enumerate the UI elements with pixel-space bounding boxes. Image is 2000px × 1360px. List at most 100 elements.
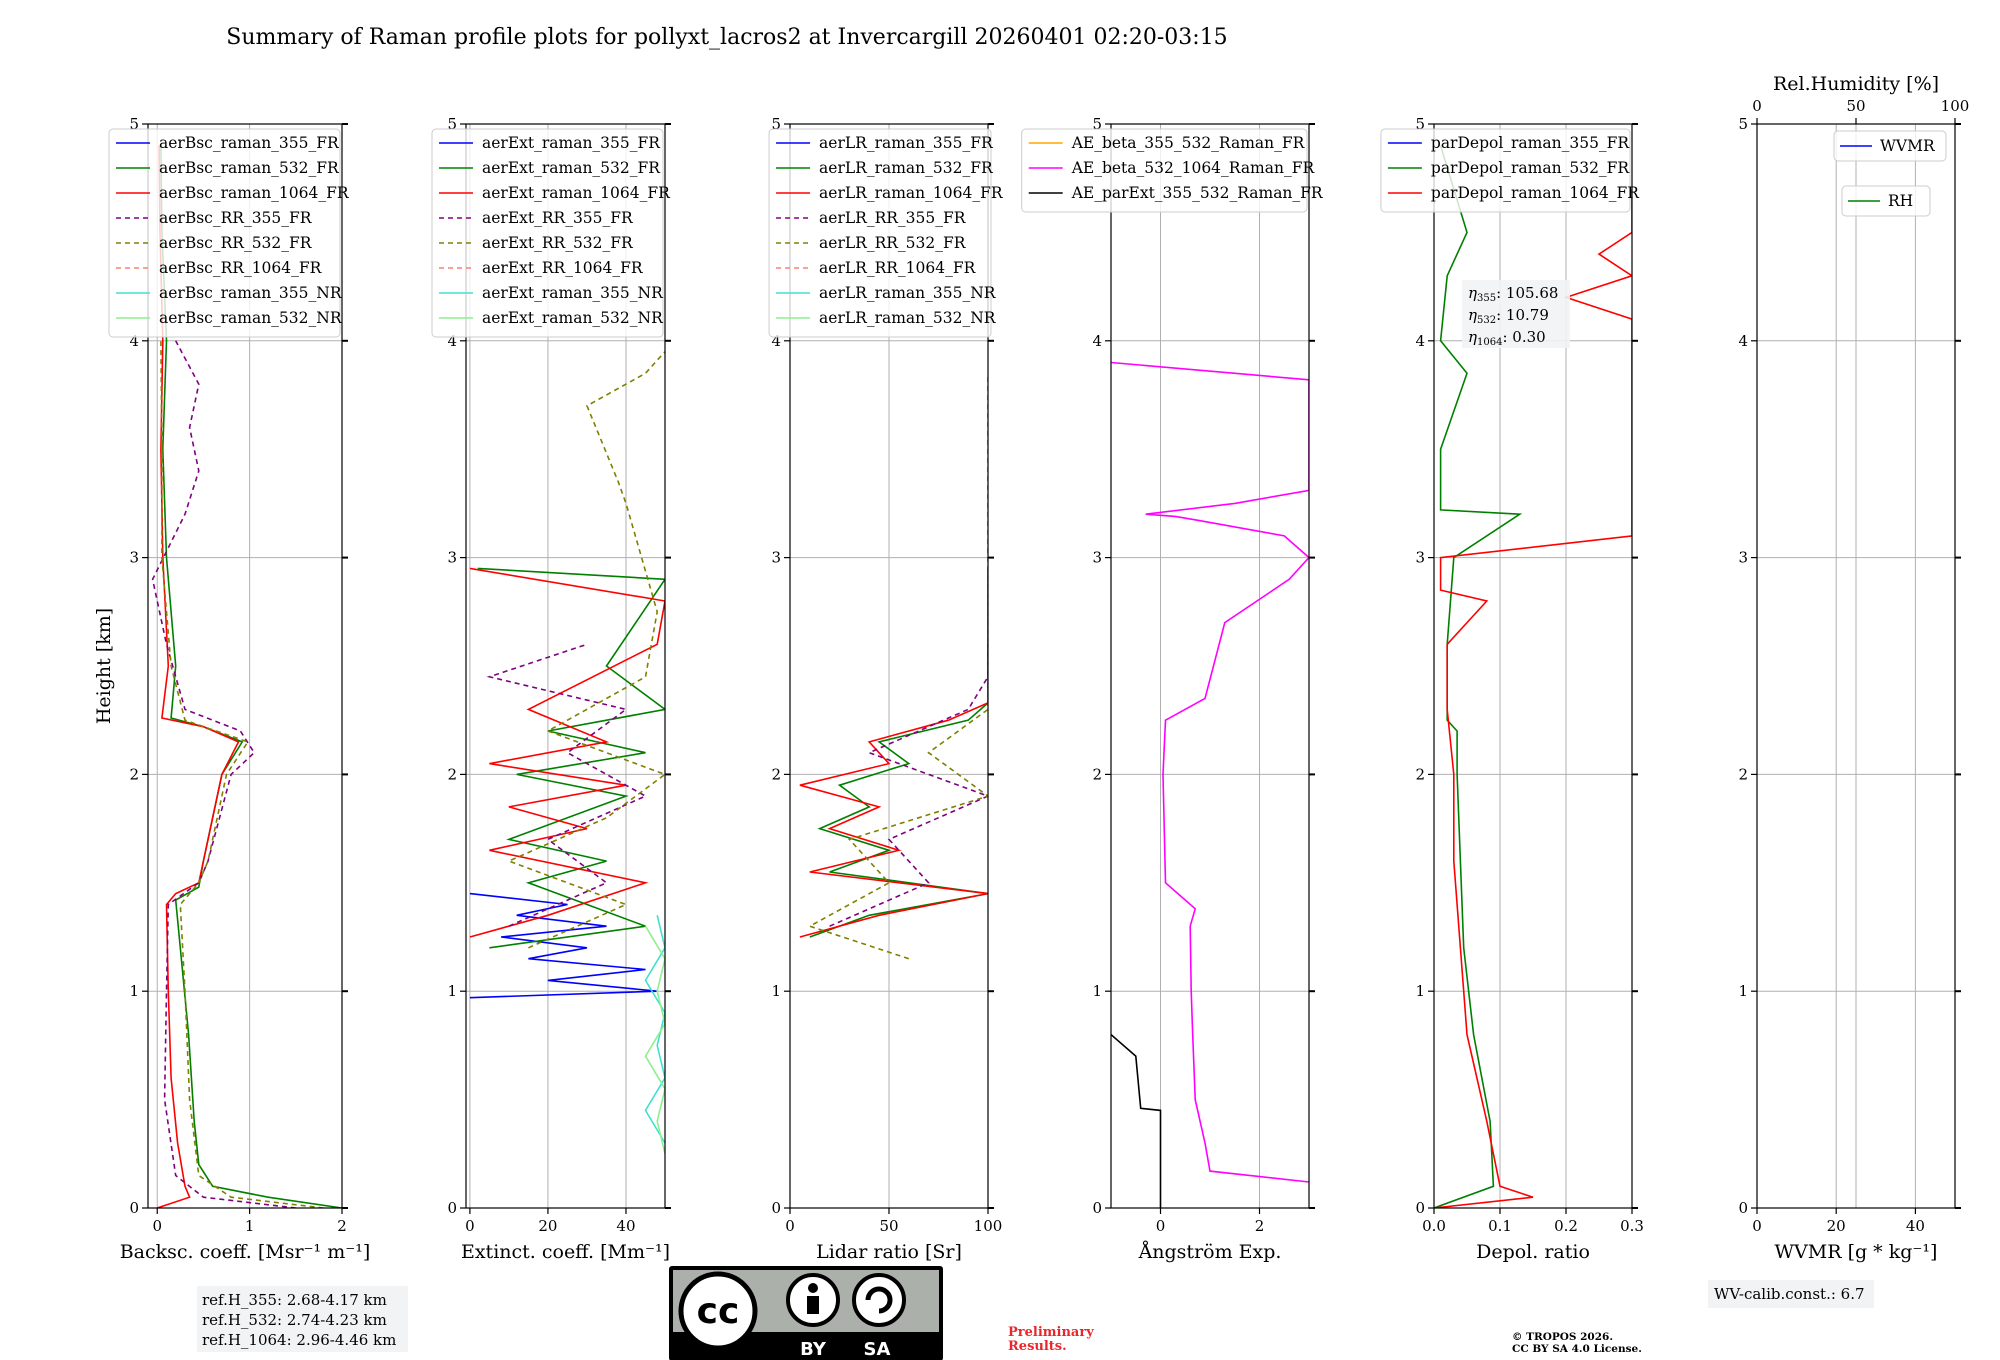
preliminary-label: Preliminary xyxy=(1008,1325,1094,1340)
legend-label: aerBsc_raman_532_NR xyxy=(159,309,343,327)
legend-box xyxy=(1380,128,1631,213)
series-line-aerExt_RR_355_FR xyxy=(486,643,648,927)
y-tick-label: 1 xyxy=(129,982,139,1000)
ref-height-label: ref.H_355: 2.68-4.17 km xyxy=(202,1291,387,1309)
y-tick-label: 3 xyxy=(1738,549,1748,567)
copyright-line-2: CC BY SA 4.0 License. xyxy=(1512,1343,1642,1355)
y-tick-label: 2 xyxy=(771,765,781,783)
legend-label: aerLR_raman_532_FR xyxy=(819,159,994,177)
legend-label: aerExt_raman_532_NR xyxy=(482,309,664,327)
legend-label: aerExt_raman_1064_FR xyxy=(482,184,671,202)
legend-label: aerLR_raman_355_FR xyxy=(819,134,994,152)
legend-label: parDepol_raman_532_FR xyxy=(1431,159,1631,177)
x-axis-label: Backsc. coeff. [Msr⁻¹ m⁻¹] xyxy=(120,1241,371,1263)
y-tick-label: 2 xyxy=(1415,765,1425,783)
copyright-line-1: © TROPOS 2026. xyxy=(1512,1331,1613,1343)
legend-box xyxy=(768,128,992,338)
axes-frame xyxy=(465,123,666,1209)
panel-angstrom: 0 2 0 1 2 3 4 5 Ångström Exp. AE_beta_355_532_Ram… xyxy=(1021,115,1324,1263)
y-tick-label: 1 xyxy=(1092,982,1102,1000)
y-tick-label: 2 xyxy=(129,765,139,783)
legend-label: aerLR_RR_355_FR xyxy=(819,209,967,227)
legend-box xyxy=(1021,128,1308,213)
legend-label: aerBsc_raman_355_NR xyxy=(159,284,343,302)
x-axis-label: Extinct. coeff. [Mm⁻¹] xyxy=(461,1241,670,1263)
x-axis-label: Depol. ratio xyxy=(1476,1241,1590,1263)
legend-box xyxy=(431,128,664,338)
cc-sa-label: SA xyxy=(864,1339,891,1360)
series-group xyxy=(1111,361,1309,1208)
eta-label: η1064: 0.30 xyxy=(1468,328,1546,348)
series-line-parDepol_raman_1064_FR xyxy=(1434,189,1632,1208)
x-tick-label: 0 xyxy=(785,1217,795,1235)
wv-calib-box xyxy=(1708,1280,1874,1308)
panel-depol: 0.0 0.1 0.2 0.3 0 1 2 3 4 5 Depol. ratio parDepol_r… xyxy=(1380,115,1644,1263)
y-tick-label: 5 xyxy=(771,115,781,133)
cc-by-label: BY xyxy=(800,1339,827,1360)
y-tick-label: 5 xyxy=(1415,115,1425,133)
ref-height-box xyxy=(197,1286,408,1352)
x-tick-label: 40 xyxy=(616,1217,635,1235)
legend-label: aerLR_raman_355_NR xyxy=(819,284,997,302)
y-tick-label: 3 xyxy=(129,549,139,567)
top-x-tick-label: 0 xyxy=(1752,97,1762,115)
series-line-aerExt_RR_532_FR xyxy=(506,351,665,949)
person-icon xyxy=(808,1283,818,1293)
legend-label: parDepol_raman_1064_FR xyxy=(1431,184,1640,202)
y-tick-label: 4 xyxy=(771,332,781,350)
y-tick-label: 5 xyxy=(1092,115,1102,133)
x-tick-label: 0 xyxy=(465,1217,475,1235)
x-axis-label: Lidar ratio [Sr] xyxy=(816,1241,962,1263)
y-tick-label: 3 xyxy=(447,549,457,567)
axes-frame xyxy=(1110,123,1310,1209)
legend-label: aerBsc_raman_1064_FR xyxy=(159,184,350,202)
wv-calib-label: WV-calib.const.: 6.7 xyxy=(1714,1285,1865,1303)
legend-box-wvmr xyxy=(1833,130,1947,162)
x-tick-label: 0.3 xyxy=(1620,1217,1644,1235)
series-group xyxy=(469,351,665,1154)
panel-wvmr: 0 20 40 0 1 2 3 4 5 WVMR [g * kg⁻¹] 0 50 100Rel.Humi… xyxy=(1708,73,1969,1308)
axes-frame xyxy=(147,123,343,1209)
series-line-aerLR_RR_532_FR xyxy=(807,373,988,960)
y-tick-label: 2 xyxy=(447,765,457,783)
panel-lidar_ratio: 0 50 100 0 1 2 3 4 5 Lidar ratio [Sr] aerLR_raman_… xyxy=(768,115,1004,1263)
y-tick-label: 0 xyxy=(1738,1199,1748,1217)
x-tick-label: 0 xyxy=(1752,1217,1762,1235)
panel-extinction: 0 20 40 0 1 2 3 4 5 Extinct. coeff. [Mm⁻¹] aerExt_… xyxy=(431,115,671,1263)
x-tick-label: 20 xyxy=(538,1217,557,1235)
x-tick-label: 2 xyxy=(1255,1217,1265,1235)
legend-box xyxy=(108,128,341,338)
series-line-aerLR_raman_1064_FR xyxy=(799,568,988,938)
x-tick-label: 50 xyxy=(879,1217,898,1235)
y-tick-label: 3 xyxy=(1092,549,1102,567)
x-tick-label: 1 xyxy=(245,1217,255,1235)
cc-icon: cc xyxy=(697,1291,740,1332)
eta-label: η532: 10.79 xyxy=(1468,306,1549,326)
eta-label: η355: 105.68 xyxy=(1468,284,1558,304)
legend-label: aerExt_RR_1064_FR xyxy=(482,259,644,277)
legend-label: RH xyxy=(1888,192,1913,210)
ref-height-label: ref.H_532: 2.74-4.23 km xyxy=(202,1311,387,1329)
top-x-tick-label: 100 xyxy=(1941,97,1970,115)
legend-label: aerBsc_RR_532_FR xyxy=(159,234,313,252)
series-line-aerBsc_RR_355_FR xyxy=(151,340,296,1208)
y-tick-label: 1 xyxy=(1415,982,1425,1000)
eta-box xyxy=(1462,280,1570,348)
x-tick-label: 0.2 xyxy=(1554,1217,1578,1235)
ref-height-label: ref.H_1064: 2.96-4.46 km xyxy=(202,1331,396,1349)
series-line-AE_beta_532_1064_Raman_FR xyxy=(1111,361,1309,1183)
legend-box-rh xyxy=(1841,185,1931,217)
x-axis-label: Ångström Exp. xyxy=(1138,1241,1282,1263)
y-tick-label: 5 xyxy=(447,115,457,133)
legend-label: parDepol_raman_355_FR xyxy=(1431,134,1631,152)
y-tick-label: 2 xyxy=(1092,765,1102,783)
y-tick-label: 0 xyxy=(1415,1199,1425,1217)
legend-label: aerExt_raman_532_FR xyxy=(482,159,661,177)
y-tick-label: 4 xyxy=(1092,332,1102,350)
y-tick-label: 4 xyxy=(1738,332,1748,350)
x-tick-label: 0.1 xyxy=(1488,1217,1512,1235)
legend-label: aerLR_raman_1064_FR xyxy=(819,184,1004,202)
legend-label: AE_parExt_355_532_Raman_FR xyxy=(1071,184,1324,202)
y-tick-label: 1 xyxy=(1738,982,1748,1000)
legend-label: aerBsc_raman_532_FR xyxy=(159,159,340,177)
